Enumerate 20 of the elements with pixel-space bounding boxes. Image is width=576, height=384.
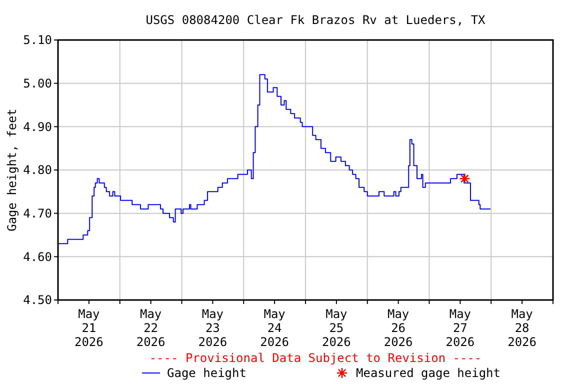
- y-tick-label: 4.50: [23, 293, 52, 308]
- y-tick-label: 5.00: [23, 76, 52, 91]
- text: ---- Provisional Data Subject to Revision ----: [149, 351, 482, 365]
- x-tick-label: May 27 2026: [446, 307, 475, 349]
- x-tick-label: May 26 2026: [384, 307, 413, 349]
- x-tick-label: May 28 2026: [508, 307, 537, 349]
- legend-label: Measured gage height: [356, 366, 500, 380]
- x-tick-label: May 22 2026: [136, 307, 166, 349]
- chart-title: USGS 08084200 Clear Fk Brazos Rv at Lueders, TX: [146, 13, 486, 27]
- x-tick-label: May 23 2026: [198, 307, 228, 349]
- y-tick-label: 5.10: [23, 33, 52, 48]
- y-tick-label: 4.60: [23, 250, 52, 264]
- y-tick-label: 4.90: [23, 120, 52, 134]
- legend-label: Gage height: [167, 366, 246, 380]
- x-tick-label: May 24 2026: [260, 307, 290, 349]
- y-tick-label: 4.80: [23, 163, 52, 178]
- y-tick-label: 4.70: [23, 206, 52, 221]
- y-axis-title: Gage height, feet: [5, 108, 19, 232]
- x-tick-label: May 21 2026: [74, 307, 104, 349]
- x-tick-label: May 25 2026: [322, 307, 351, 349]
